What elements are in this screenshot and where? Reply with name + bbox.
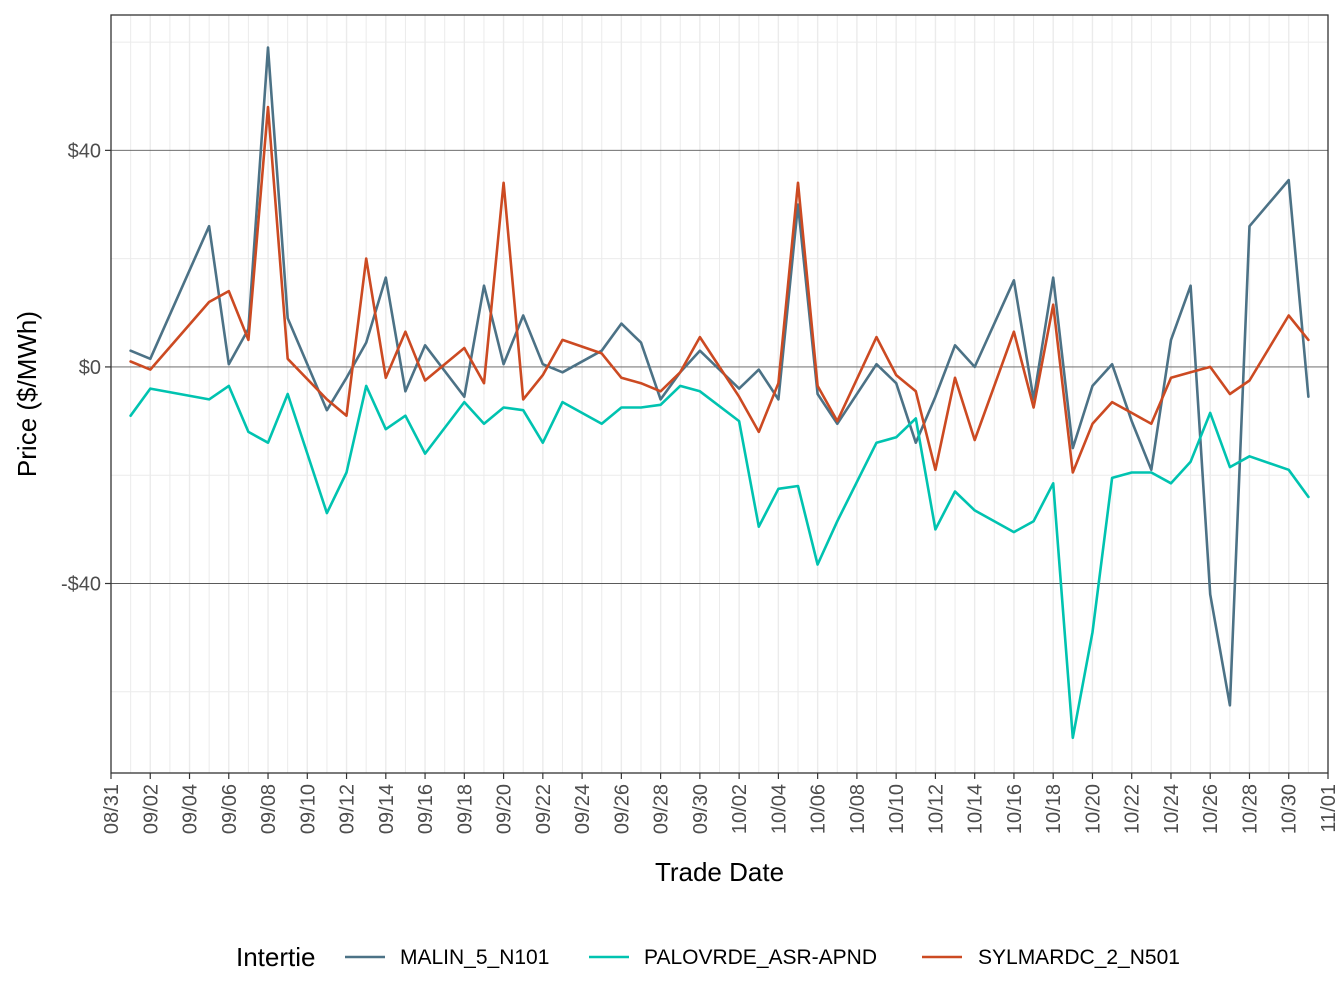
y-tick-label: -$40 <box>61 574 101 596</box>
series-lines <box>129 46 1310 740</box>
x-tick-label: 09/30 <box>690 784 712 834</box>
x-tick-label: 10/30 <box>1279 784 1301 834</box>
major-gridlines <box>111 15 1328 773</box>
x-tick-label: 10/02 <box>729 784 751 834</box>
x-tick-label: 09/06 <box>219 784 241 834</box>
x-tick-label: 09/20 <box>494 784 516 834</box>
x-axis-title: Trade Date <box>655 857 784 887</box>
y-tick-label: $40 <box>68 140 101 162</box>
x-tick-label: 10/08 <box>847 784 869 834</box>
x-tick-label: 09/14 <box>376 784 398 834</box>
x-tick-label: 09/16 <box>415 784 437 834</box>
x-tick-label: 10/16 <box>1004 784 1026 834</box>
x-tick-label: 10/22 <box>1122 784 1144 834</box>
x-tick-label: 10/14 <box>965 784 987 834</box>
plot-border <box>110 14 1329 774</box>
series-line-0 <box>129 46 1310 707</box>
x-tick-label: 09/26 <box>611 784 633 834</box>
x-tick-label: 10/28 <box>1239 784 1261 834</box>
series-line-1 <box>129 384 1310 740</box>
x-tick-label: 10/06 <box>808 784 830 834</box>
legend: Intertie MALIN_5_N101 PALOVRDE_ASR-APND … <box>236 942 1180 972</box>
x-tick-label: 09/24 <box>572 784 594 834</box>
x-tick-label: 09/12 <box>337 784 359 834</box>
x-tick-label: 10/18 <box>1043 784 1065 834</box>
x-tick-label: 10/12 <box>925 784 947 834</box>
legend-label-malin: MALIN_5_N101 <box>400 946 549 969</box>
y-axis: -$40 $0 $40 <box>61 140 111 596</box>
x-tick-label: 08/31 <box>101 784 123 834</box>
x-tick-label: 09/28 <box>651 784 673 834</box>
y-tick-label: $0 <box>79 357 101 379</box>
y-axis-title: Price ($/MWh) <box>12 311 42 477</box>
legend-title: Intertie <box>236 942 316 972</box>
legend-label-sylmardc: SYLMARDC_2_N501 <box>978 946 1180 969</box>
x-tick-label: 10/24 <box>1161 784 1183 834</box>
x-tick-label: 10/04 <box>768 784 790 834</box>
x-tick-label: 10/20 <box>1082 784 1104 834</box>
x-tick-label: 09/08 <box>258 784 280 834</box>
x-tick-label: 09/10 <box>297 784 319 834</box>
series-line-2 <box>129 105 1310 474</box>
x-tick-label: 10/10 <box>886 784 908 834</box>
x-tick-label: 09/04 <box>180 784 202 834</box>
x-tick-label: 09/02 <box>140 784 162 834</box>
x-tick-label: 09/18 <box>454 784 476 834</box>
x-axis: 08/31 09/02 09/04 09/06 09/08 09/10 09/12 09/14… <box>101 773 1340 834</box>
x-tick-label: 09/22 <box>533 784 555 834</box>
x-tick-label: 10/26 <box>1200 784 1222 834</box>
x-tick-label: 11/01 <box>1318 784 1340 833</box>
legend-label-palovrde: PALOVRDE_ASR-APND <box>644 946 877 969</box>
